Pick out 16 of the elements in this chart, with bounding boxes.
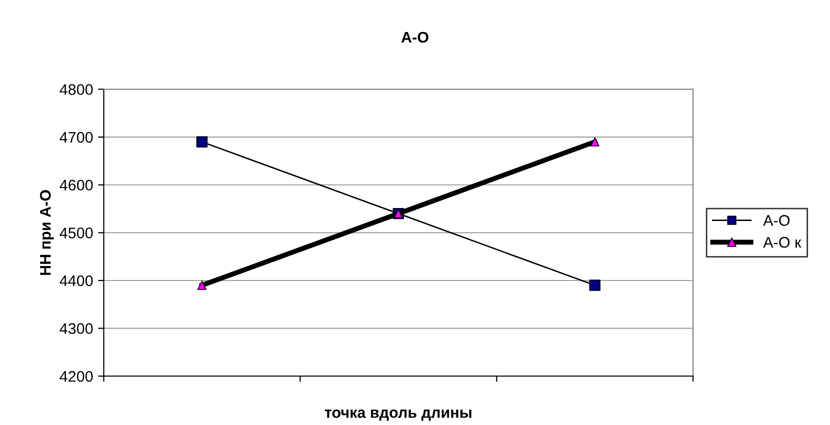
point: [196, 136, 208, 148]
y-tick-label: 4500: [60, 228, 93, 238]
y-tick-label: 4300: [60, 323, 93, 334]
y-tick-label: 4800: [60, 84, 93, 95]
x-axis-title: точка вдоль длины: [324, 410, 472, 421]
y-tick-label: 4200: [60, 370, 93, 382]
point: [197, 280, 207, 290]
chart-title: А-О: [401, 32, 428, 43]
point: [589, 280, 600, 291]
point: [590, 137, 600, 146]
y-tick-label: 4700: [60, 132, 93, 143]
y-axis-title: НН при А-О: [40, 190, 54, 275]
legend-label: А-О: [763, 215, 790, 226]
y-tick-label: 4400: [60, 275, 93, 286]
y-tick-label: 4600: [60, 180, 93, 191]
legend-label: А-О к: [763, 236, 802, 248]
